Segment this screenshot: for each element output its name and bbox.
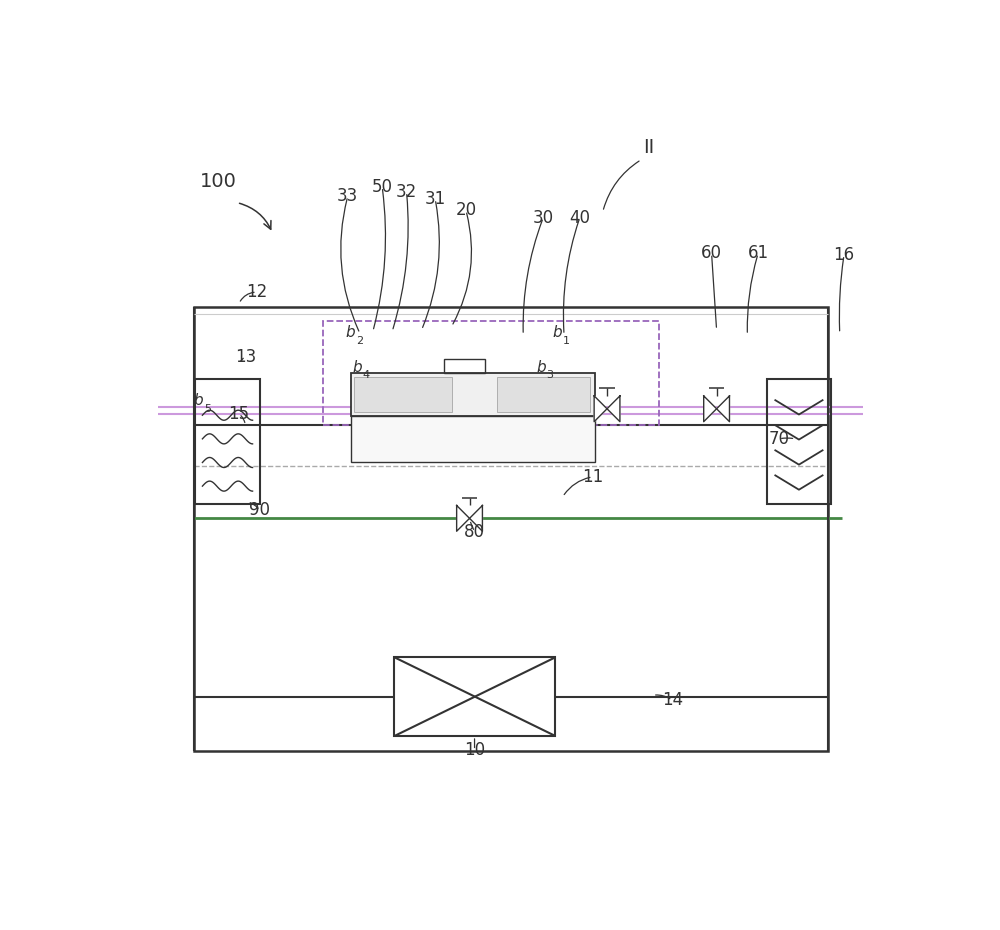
Text: b: b: [536, 360, 546, 375]
FancyArrowPatch shape: [563, 220, 579, 332]
FancyArrowPatch shape: [240, 358, 243, 362]
Text: 30: 30: [533, 208, 554, 227]
Text: 3: 3: [546, 370, 553, 380]
Text: 61: 61: [748, 245, 769, 262]
Text: 40: 40: [569, 208, 590, 227]
FancyArrowPatch shape: [250, 503, 258, 508]
Polygon shape: [607, 396, 620, 421]
FancyArrowPatch shape: [603, 161, 639, 209]
Text: 4: 4: [363, 370, 370, 380]
FancyArrowPatch shape: [453, 213, 471, 324]
Bar: [323, 321, 659, 424]
Bar: [351, 416, 595, 462]
Text: 60: 60: [701, 245, 722, 262]
Text: 12: 12: [246, 283, 267, 301]
Text: b: b: [353, 360, 362, 375]
Polygon shape: [470, 506, 482, 531]
Bar: [394, 658, 555, 736]
Text: 14: 14: [662, 691, 683, 710]
Text: 32: 32: [396, 183, 417, 201]
Text: 11: 11: [582, 468, 603, 485]
Polygon shape: [457, 506, 470, 531]
FancyArrowPatch shape: [423, 202, 439, 327]
FancyArrowPatch shape: [240, 292, 254, 301]
FancyArrowPatch shape: [564, 477, 590, 495]
Bar: [194, 307, 828, 751]
Text: 2: 2: [356, 336, 363, 346]
Polygon shape: [594, 396, 607, 421]
FancyArrowPatch shape: [523, 220, 542, 332]
FancyArrowPatch shape: [239, 204, 271, 230]
Text: 100: 100: [200, 172, 236, 191]
Text: 16: 16: [833, 246, 855, 264]
Text: 10: 10: [464, 741, 485, 760]
FancyArrowPatch shape: [712, 256, 716, 327]
Text: b: b: [194, 393, 203, 408]
Text: 90: 90: [249, 501, 270, 520]
Text: b: b: [346, 326, 355, 340]
FancyArrowPatch shape: [341, 199, 359, 331]
Text: b: b: [553, 326, 562, 340]
Bar: [767, 379, 831, 504]
Text: 33: 33: [337, 187, 358, 206]
Text: 5: 5: [204, 404, 211, 414]
Text: 15: 15: [228, 405, 250, 423]
Bar: [351, 373, 595, 416]
FancyArrowPatch shape: [656, 695, 670, 698]
FancyArrowPatch shape: [393, 194, 408, 329]
FancyArrowPatch shape: [747, 256, 757, 332]
Text: 1: 1: [563, 336, 570, 346]
Text: 70: 70: [768, 430, 789, 448]
Bar: [195, 379, 260, 504]
Text: 50: 50: [372, 178, 393, 196]
Bar: [497, 377, 590, 412]
Text: 20: 20: [455, 202, 477, 219]
Bar: [354, 377, 452, 412]
FancyArrowPatch shape: [839, 258, 844, 331]
Text: 31: 31: [425, 190, 446, 208]
Polygon shape: [704, 396, 717, 421]
Text: 13: 13: [235, 348, 256, 365]
Polygon shape: [717, 396, 729, 421]
FancyArrowPatch shape: [374, 190, 385, 328]
Bar: [444, 359, 485, 373]
FancyArrowPatch shape: [241, 416, 245, 422]
Text: 80: 80: [464, 523, 485, 541]
FancyArrowPatch shape: [471, 523, 473, 529]
Text: II: II: [643, 139, 654, 157]
